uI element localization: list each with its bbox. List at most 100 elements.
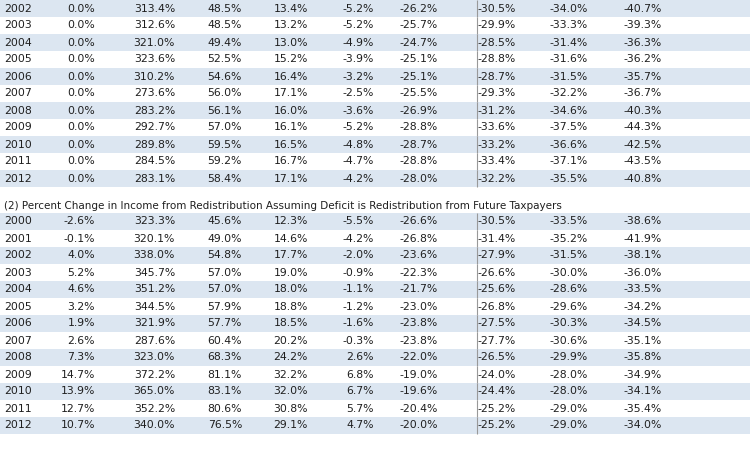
Bar xyxy=(0,213,750,230)
Bar xyxy=(0,17,750,34)
Text: -26.8%: -26.8% xyxy=(400,234,438,243)
Text: -38.6%: -38.6% xyxy=(624,216,662,226)
Text: 57.0%: 57.0% xyxy=(208,267,242,278)
Text: -29.9%: -29.9% xyxy=(478,21,516,31)
Text: -25.7%: -25.7% xyxy=(400,21,438,31)
Text: 18.8%: 18.8% xyxy=(274,302,308,311)
Text: -29.0%: -29.0% xyxy=(550,420,588,431)
Text: 58.4%: 58.4% xyxy=(208,174,242,184)
Text: 283.2%: 283.2% xyxy=(134,105,175,116)
Text: 48.5%: 48.5% xyxy=(208,21,242,31)
Text: -25.1%: -25.1% xyxy=(400,54,438,64)
Text: -28.6%: -28.6% xyxy=(550,284,588,294)
Text: 2004: 2004 xyxy=(4,37,32,48)
Text: 351.2%: 351.2% xyxy=(134,284,175,294)
Text: 292.7%: 292.7% xyxy=(134,122,175,132)
Text: 2012: 2012 xyxy=(4,174,32,184)
Text: -5.2%: -5.2% xyxy=(343,122,374,132)
Text: -32.2%: -32.2% xyxy=(478,174,516,184)
Text: -35.1%: -35.1% xyxy=(624,336,662,346)
Text: 2004: 2004 xyxy=(4,284,32,294)
Text: 12.3%: 12.3% xyxy=(274,216,308,226)
Text: -5.5%: -5.5% xyxy=(343,216,374,226)
Text: 56.1%: 56.1% xyxy=(208,105,242,116)
Text: -19.0%: -19.0% xyxy=(400,369,438,379)
Text: -25.2%: -25.2% xyxy=(478,404,516,414)
Text: -25.5%: -25.5% xyxy=(400,89,438,99)
Text: -34.6%: -34.6% xyxy=(550,105,588,116)
Text: -0.9%: -0.9% xyxy=(343,267,374,278)
Text: 48.5%: 48.5% xyxy=(208,4,242,13)
Text: -22.0%: -22.0% xyxy=(400,352,438,363)
Text: -20.0%: -20.0% xyxy=(400,420,438,431)
Text: -34.0%: -34.0% xyxy=(550,4,588,13)
Text: 289.8%: 289.8% xyxy=(134,140,175,149)
Text: 45.6%: 45.6% xyxy=(208,216,242,226)
Bar xyxy=(0,85,750,102)
Text: -42.5%: -42.5% xyxy=(624,140,662,149)
Text: -1.6%: -1.6% xyxy=(343,319,374,328)
Text: 0.0%: 0.0% xyxy=(68,21,95,31)
Bar xyxy=(0,383,750,400)
Text: -1.1%: -1.1% xyxy=(343,284,374,294)
Text: 30.8%: 30.8% xyxy=(274,404,308,414)
Text: -21.7%: -21.7% xyxy=(400,284,438,294)
Text: 0.0%: 0.0% xyxy=(68,174,95,184)
Bar xyxy=(0,281,750,298)
Bar xyxy=(0,136,750,153)
Text: 372.2%: 372.2% xyxy=(134,369,175,379)
Text: -35.2%: -35.2% xyxy=(550,234,588,243)
Text: 273.6%: 273.6% xyxy=(134,89,175,99)
Text: -40.8%: -40.8% xyxy=(624,174,662,184)
Text: -26.6%: -26.6% xyxy=(478,267,516,278)
Text: 16.5%: 16.5% xyxy=(274,140,308,149)
Bar xyxy=(0,400,750,417)
Text: -0.3%: -0.3% xyxy=(343,336,374,346)
Text: -34.5%: -34.5% xyxy=(624,319,662,328)
Text: 2000: 2000 xyxy=(4,216,32,226)
Text: 2002: 2002 xyxy=(4,4,32,13)
Text: -29.6%: -29.6% xyxy=(550,302,588,311)
Text: 3.2%: 3.2% xyxy=(68,302,95,311)
Text: -31.6%: -31.6% xyxy=(550,54,588,64)
Text: 13.9%: 13.9% xyxy=(61,387,95,396)
Text: 32.0%: 32.0% xyxy=(274,387,308,396)
Bar xyxy=(0,230,750,247)
Text: -24.4%: -24.4% xyxy=(478,387,516,396)
Text: 16.0%: 16.0% xyxy=(274,105,308,116)
Text: 16.4%: 16.4% xyxy=(274,72,308,81)
Text: -35.7%: -35.7% xyxy=(624,72,662,81)
Text: 13.0%: 13.0% xyxy=(274,37,308,48)
Bar xyxy=(0,153,750,170)
Text: -26.2%: -26.2% xyxy=(400,4,438,13)
Bar xyxy=(0,0,750,17)
Text: 0.0%: 0.0% xyxy=(68,105,95,116)
Bar xyxy=(0,247,750,264)
Text: 57.0%: 57.0% xyxy=(208,122,242,132)
Text: -33.4%: -33.4% xyxy=(478,157,516,166)
Text: -30.5%: -30.5% xyxy=(478,4,516,13)
Text: -29.0%: -29.0% xyxy=(550,404,588,414)
Text: 312.6%: 312.6% xyxy=(134,21,175,31)
Text: -26.6%: -26.6% xyxy=(400,216,438,226)
Text: 80.6%: 80.6% xyxy=(208,404,242,414)
Text: -34.2%: -34.2% xyxy=(624,302,662,311)
Text: 321.9%: 321.9% xyxy=(134,319,175,328)
Text: 2008: 2008 xyxy=(4,105,32,116)
Text: 6.7%: 6.7% xyxy=(346,387,374,396)
Text: 0.0%: 0.0% xyxy=(68,72,95,81)
Text: -31.4%: -31.4% xyxy=(478,234,516,243)
Text: -28.7%: -28.7% xyxy=(478,72,516,81)
Text: 59.2%: 59.2% xyxy=(208,157,242,166)
Bar xyxy=(0,366,750,383)
Text: 16.7%: 16.7% xyxy=(274,157,308,166)
Text: 14.6%: 14.6% xyxy=(274,234,308,243)
Text: 81.1%: 81.1% xyxy=(208,369,242,379)
Text: -44.3%: -44.3% xyxy=(624,122,662,132)
Text: -26.9%: -26.9% xyxy=(400,105,438,116)
Text: -25.2%: -25.2% xyxy=(478,420,516,431)
Text: 2007: 2007 xyxy=(4,336,32,346)
Text: 7.3%: 7.3% xyxy=(68,352,95,363)
Text: 15.2%: 15.2% xyxy=(274,54,308,64)
Text: 323.6%: 323.6% xyxy=(134,54,175,64)
